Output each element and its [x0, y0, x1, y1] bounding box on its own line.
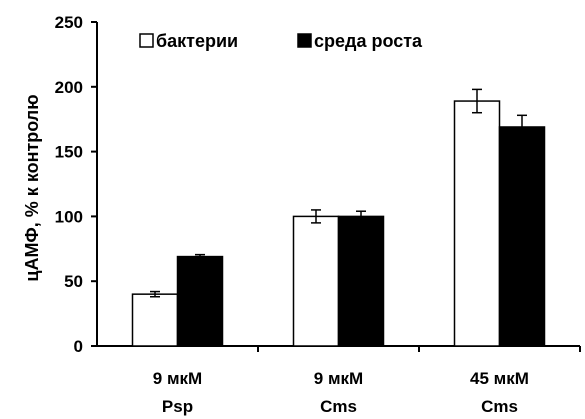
x-tick-label: 9 мкМ [153, 369, 202, 388]
x-tick-label: 9 мкМ [314, 369, 363, 388]
y-tick-label: 50 [64, 272, 83, 291]
bar [453, 100, 501, 347]
y-tick-label: 100 [55, 207, 83, 226]
x-tick-label: Psp [162, 397, 193, 416]
legend-swatch [139, 33, 154, 48]
x-tick-labels: 9 мкМ Psp 9 мкМ Cms 45 мкМ Cms [153, 369, 529, 416]
bar [337, 215, 385, 347]
y-tick-label: 150 [55, 143, 83, 162]
y-ticks: 0 50 100 150 200 250 [55, 13, 97, 356]
legend-swatch [297, 33, 312, 48]
y-tick-label: 0 [74, 337, 83, 356]
y-tick-label: 200 [55, 78, 83, 97]
bar [131, 293, 179, 347]
legend: бактерии среда роста [139, 31, 423, 51]
bar [176, 255, 224, 347]
bars [131, 88, 546, 347]
legend-label: бактерии [156, 31, 238, 51]
x-tick-label: 45 мкМ [470, 369, 529, 388]
bar [292, 215, 340, 347]
bar [498, 126, 546, 347]
y-tick-label: 250 [55, 13, 83, 32]
y-axis-title: цАМФ, % к контролю [22, 94, 42, 281]
x-tick-label: Cms [320, 397, 357, 416]
legend-label: среда роста [314, 31, 423, 51]
x-tick-label: Cms [481, 397, 518, 416]
